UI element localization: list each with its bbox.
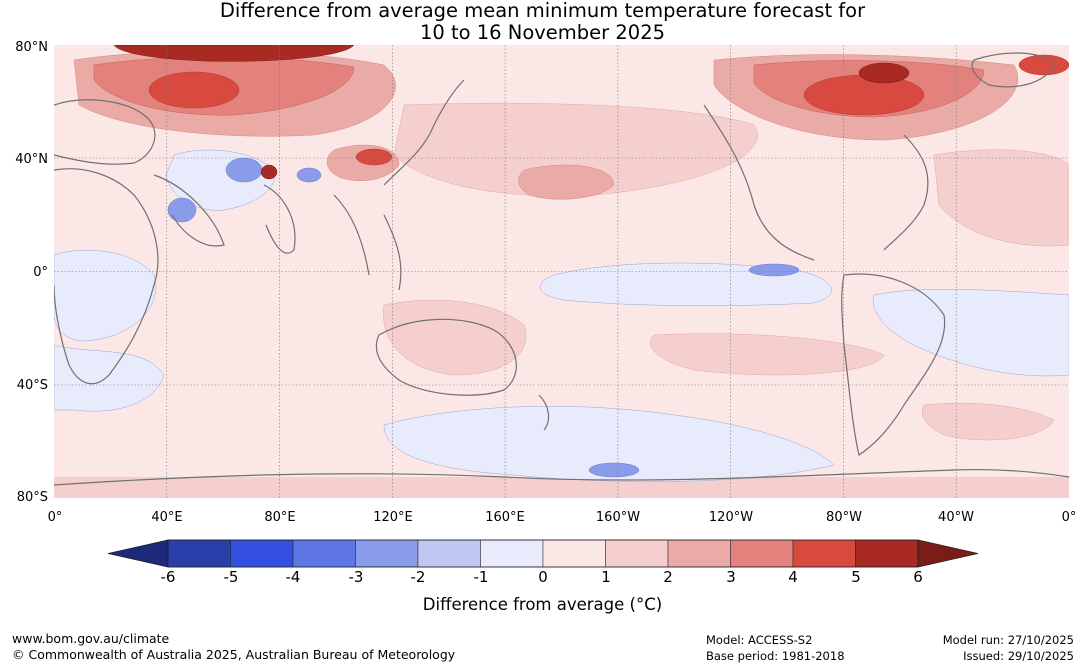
central-asia-hot-spot (260, 164, 278, 180)
europe-coastline (54, 99, 156, 165)
extreme-positive-regions (113, 45, 910, 180)
cb-tick--5: -5 (223, 568, 239, 586)
tibet-cold-spot (296, 167, 322, 183)
cb-tick--4: -4 (285, 568, 301, 586)
colorbar-bin (542, 539, 606, 568)
equatorial-cold-spot (748, 263, 800, 277)
australia-coastline (375, 318, 517, 396)
lon-label-120w: 120°W (708, 510, 754, 525)
title-line-1: Difference from average mean minimum tem… (219, 0, 866, 22)
negative-anomaly-regions (54, 116, 1069, 482)
south-atlantic-warm-area (921, 402, 1055, 441)
map-title: Difference from average mean minimum tem… (0, 0, 1085, 44)
forecast-map (54, 45, 1069, 498)
colorbar-frame (167, 539, 919, 568)
cb-tick-1: 1 (601, 568, 611, 586)
cb-tick-3: 3 (726, 568, 736, 586)
colorbar-under-arrow (108, 539, 169, 568)
colorbar-bin (730, 539, 794, 568)
colorbar-bin (792, 539, 856, 568)
south-america-coastline (841, 273, 946, 456)
cb-tick-2: 2 (663, 568, 673, 586)
colorbar-over-arrow (917, 539, 978, 568)
lon-label-40w: 40°W (938, 510, 974, 525)
footer-issued: Issued: 29/10/2025 (963, 649, 1074, 663)
footer-model: Model: ACCESS-S2 (706, 633, 813, 647)
south-pacific-cool-area (872, 288, 1069, 377)
cb-tick-6: 6 (913, 568, 923, 586)
cb-tick--1: -1 (473, 568, 489, 586)
north-america-west-coast (703, 104, 815, 261)
hudson-bay-hot-spot (803, 74, 925, 116)
lat-label-40s: 40°S (16, 378, 48, 393)
north-america-east-coast (883, 134, 929, 251)
lat-label-80s: 80°S (16, 490, 48, 505)
canadian-arctic-hot-spot (858, 62, 910, 84)
lon-label-0-right: 0° (1061, 510, 1077, 525)
southern-ocean-cold-spot (588, 462, 640, 478)
colorbar-bin (855, 539, 919, 568)
australia-warm-area (383, 299, 527, 376)
lat-label-40n: 40°N (15, 152, 48, 167)
east-asia-coastline (383, 79, 465, 186)
cb-tick-5: 5 (851, 568, 861, 586)
weak-positive-regions (383, 102, 1069, 441)
india-coastline (263, 184, 296, 254)
antarctic-band (54, 477, 1069, 498)
antarctica-coastline (54, 468, 1069, 486)
indian-ocean-cool-area (54, 250, 157, 342)
new-zealand-coastline (538, 394, 550, 431)
greenland-coastline (971, 52, 1055, 88)
lon-label-120e: 120°E (373, 510, 413, 525)
south-atlantic-cool-area (54, 344, 165, 412)
lat-label-80n: 80°N (15, 40, 48, 55)
colorbar-bin (417, 539, 481, 568)
north-pacific-warm-band (393, 102, 758, 197)
very-strong-positive-regions (148, 54, 1069, 166)
footer-copyright: © Commonwealth of Australia 2025, Austra… (12, 647, 456, 662)
lon-label-160e: 160°E (485, 510, 525, 525)
mongolia-hot-spot (355, 148, 393, 166)
colorbar-bin (480, 539, 544, 568)
lon-label-80e: 80°E (264, 510, 296, 525)
lon-label-40e: 40°E (151, 510, 183, 525)
iran-cold-spot (225, 157, 263, 183)
colorbar-bin (167, 539, 231, 568)
cb-tick--2: -2 (410, 568, 426, 586)
strong-negative-regions (167, 157, 800, 478)
lon-label-80w: 80°W (826, 510, 862, 525)
colorbar-bin (605, 539, 669, 568)
lat-label-equator: 0° (33, 265, 48, 280)
arabia-coastline (153, 174, 225, 247)
footer-website: www.bom.gov.au/climate (12, 631, 170, 646)
cb-tick-0: 0 (538, 568, 548, 586)
south-pacific-warm-band (650, 333, 885, 376)
arabia-cold-spot (167, 197, 197, 223)
coastlines (54, 52, 1069, 486)
africa-coastline (54, 168, 159, 385)
pacific-warm-patch (518, 164, 615, 200)
gridlines (54, 45, 1069, 498)
lon-label-160w: 160°W (595, 510, 641, 525)
footer-base-period: Base period: 1981-2018 (706, 649, 845, 663)
colorbar-bin (667, 539, 731, 568)
footer-model-run: Model run: 27/10/2025 (942, 633, 1074, 647)
cb-tick--3: -3 (348, 568, 364, 586)
southern-ocean-cool-area (383, 406, 835, 482)
southeast-asia-coastline (333, 194, 402, 291)
colorbar-label: Difference from average (°C) (422, 595, 663, 614)
arctic-hot-band (113, 45, 355, 62)
western-russia-hot-spot (148, 71, 240, 109)
title-line-2: 10 to 16 November 2025 (419, 21, 666, 44)
cb-tick--6: -6 (160, 568, 176, 586)
north-atlantic-warm-area (933, 149, 1069, 247)
colorbar-bin (292, 539, 356, 568)
lon-label-0-left: 0° (47, 510, 63, 525)
colorbar-bin (230, 539, 294, 568)
greenland-hot-spot (1018, 54, 1069, 76)
colorbar (108, 539, 978, 568)
colorbar-bin (355, 539, 419, 568)
cb-tick-4: 4 (788, 568, 798, 586)
